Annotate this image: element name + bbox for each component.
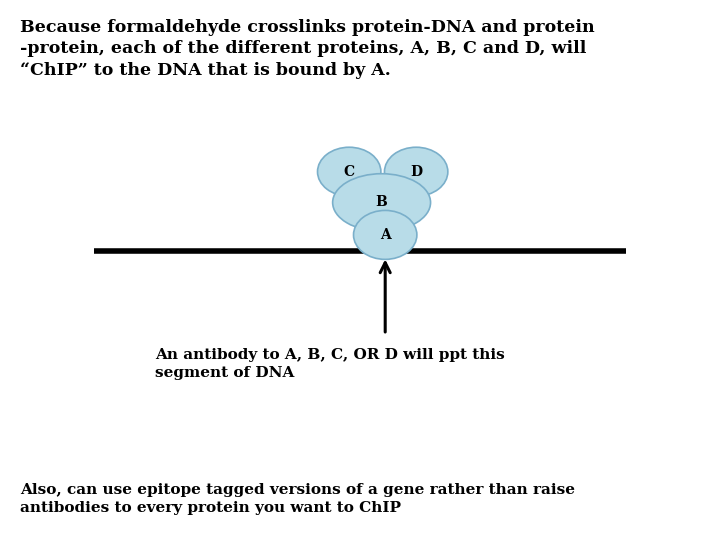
Text: Also, can use epitope tagged versions of a gene rather than raise
antibodies to : Also, can use epitope tagged versions of…: [20, 483, 575, 515]
Text: C: C: [343, 165, 355, 179]
Ellipse shape: [318, 147, 381, 196]
Ellipse shape: [384, 147, 448, 196]
Text: An antibody to A, B, C, OR D will ppt this
segment of DNA: An antibody to A, B, C, OR D will ppt th…: [155, 348, 505, 380]
Text: A: A: [380, 228, 390, 242]
Text: D: D: [410, 165, 422, 179]
Text: B: B: [376, 195, 387, 210]
Ellipse shape: [333, 174, 431, 231]
Ellipse shape: [354, 211, 417, 259]
Text: Because formaldehyde crosslinks protein-DNA and protein
-protein, each of the di: Because formaldehyde crosslinks protein-…: [20, 19, 595, 79]
